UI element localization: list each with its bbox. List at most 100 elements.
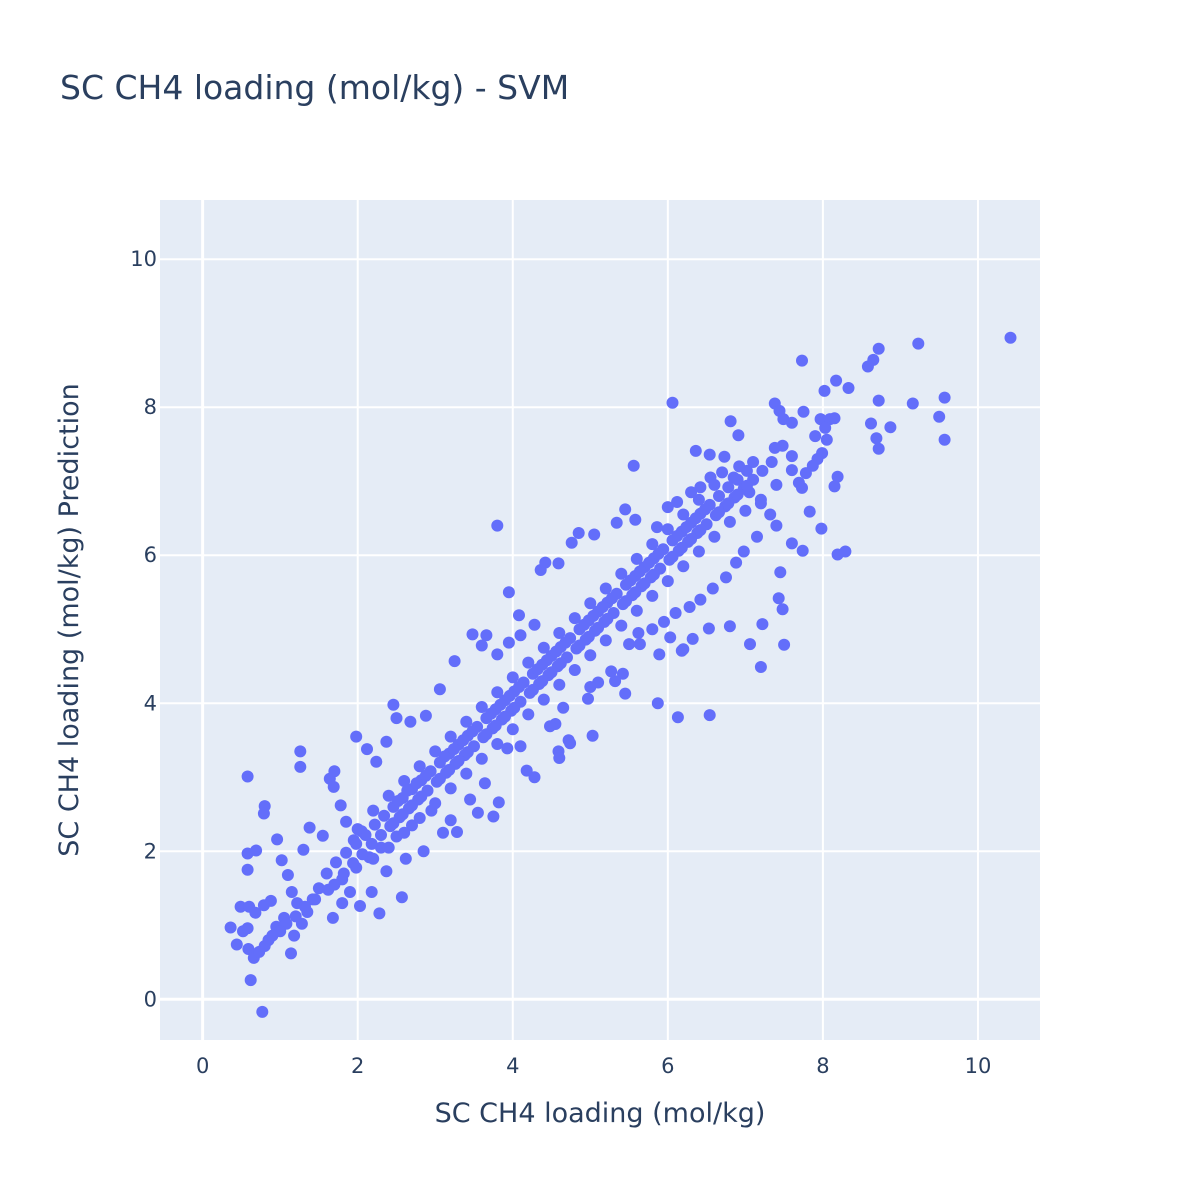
scatter-point (448, 655, 461, 668)
scatter-point (264, 894, 277, 907)
scatter-point (587, 609, 600, 622)
scatter-point (392, 795, 404, 807)
scatter-point (347, 857, 360, 870)
scatter-point (328, 765, 341, 778)
scatter-point (651, 521, 663, 534)
scatter-point (451, 826, 463, 838)
scatter-point (234, 900, 247, 913)
scatter-point (938, 391, 951, 404)
scatter-point (692, 545, 705, 558)
scatter-point (297, 843, 310, 856)
x-tick-label: 10 (965, 1054, 992, 1078)
scatter-point (610, 516, 623, 529)
scatter-point (370, 755, 383, 768)
x-tick-label: 2 (351, 1054, 364, 1078)
scatter-point (475, 639, 488, 652)
scatter-point (609, 675, 622, 688)
scatter-point (764, 508, 777, 521)
scatter-point (842, 382, 855, 394)
scatter-point (906, 397, 919, 410)
scatter-point (722, 497, 735, 510)
scatter-point (828, 412, 841, 425)
scatter-point (522, 708, 535, 721)
scatter-point (312, 882, 325, 895)
scatter-point (444, 782, 457, 795)
y-tick-label: 0 (144, 987, 157, 1011)
scatter-point (340, 846, 353, 859)
scatter-point (378, 809, 391, 822)
scatter-point (327, 780, 340, 793)
scatter-point (475, 752, 488, 765)
scatter-point (796, 354, 808, 367)
scatter-point (316, 829, 329, 842)
scatter-point (756, 464, 769, 477)
scatter-point (565, 536, 578, 549)
scatter-point (638, 577, 651, 590)
scatter-point (410, 777, 423, 790)
scatter-point (803, 505, 816, 518)
scatter-point (675, 541, 688, 554)
scatter-point (491, 686, 504, 699)
scatter-point (689, 444, 702, 457)
scatter-point (724, 415, 737, 428)
scatter-point (351, 823, 364, 836)
scatter-point (809, 430, 822, 443)
scatter-point (619, 503, 632, 516)
scatter-point (820, 433, 833, 446)
scatter-point (429, 745, 442, 758)
scatter-point (444, 814, 457, 827)
scatter-point (438, 750, 451, 763)
scatter-point (815, 522, 828, 535)
scatter-point (503, 689, 516, 702)
scatter-point (429, 797, 442, 810)
scatter-point (870, 432, 883, 445)
scatter-point (241, 922, 254, 935)
scatter-point (884, 421, 897, 434)
scatter-point (601, 612, 614, 625)
scatter-point (336, 897, 349, 910)
scatter-point (647, 568, 660, 581)
scatter-point (266, 929, 279, 942)
scatter-point (513, 681, 525, 693)
scatter-point (502, 636, 515, 649)
scatter-point (739, 504, 752, 517)
scatter-point (568, 664, 581, 676)
scatter-point (520, 764, 533, 777)
scatter-point (513, 609, 525, 622)
scatter-point (713, 490, 725, 502)
scatter-point (785, 537, 798, 550)
scatter-point (492, 796, 505, 809)
scatter-point (588, 528, 601, 541)
scatter-point (413, 812, 426, 824)
scatter-point (365, 886, 378, 898)
scatter-point (677, 643, 690, 656)
scatter-point (664, 631, 677, 644)
scatter-point (646, 538, 659, 551)
scatter-point (582, 630, 595, 643)
scatter-point (747, 456, 760, 468)
scatter-point (526, 683, 539, 696)
scatter-point (401, 784, 414, 797)
scatter-point (796, 544, 809, 557)
scatter-point (619, 687, 632, 700)
scatter-point (694, 524, 707, 537)
scatter-point (375, 829, 387, 841)
scatter-point (708, 478, 721, 491)
scatter-point (689, 512, 702, 525)
scatter-point (633, 565, 646, 578)
x-axis-title: SC CH4 loading (mol/kg) (435, 1098, 766, 1129)
scatter-point (732, 429, 745, 442)
scatter-point (699, 503, 712, 516)
scatter-point (666, 396, 679, 409)
scatter-point (630, 604, 643, 617)
scatter-point (387, 698, 400, 711)
scatter-point (514, 740, 527, 753)
scatter-point (814, 413, 827, 426)
scatter-point (340, 815, 353, 828)
scatter-point (485, 707, 498, 720)
scatter-point (537, 693, 550, 706)
y-tick-label: 10 (130, 247, 157, 271)
tick-layer: 0 2 4 6 8 10 0 2 4 6 8 10 (130, 247, 991, 1078)
scatter-point (437, 826, 449, 839)
